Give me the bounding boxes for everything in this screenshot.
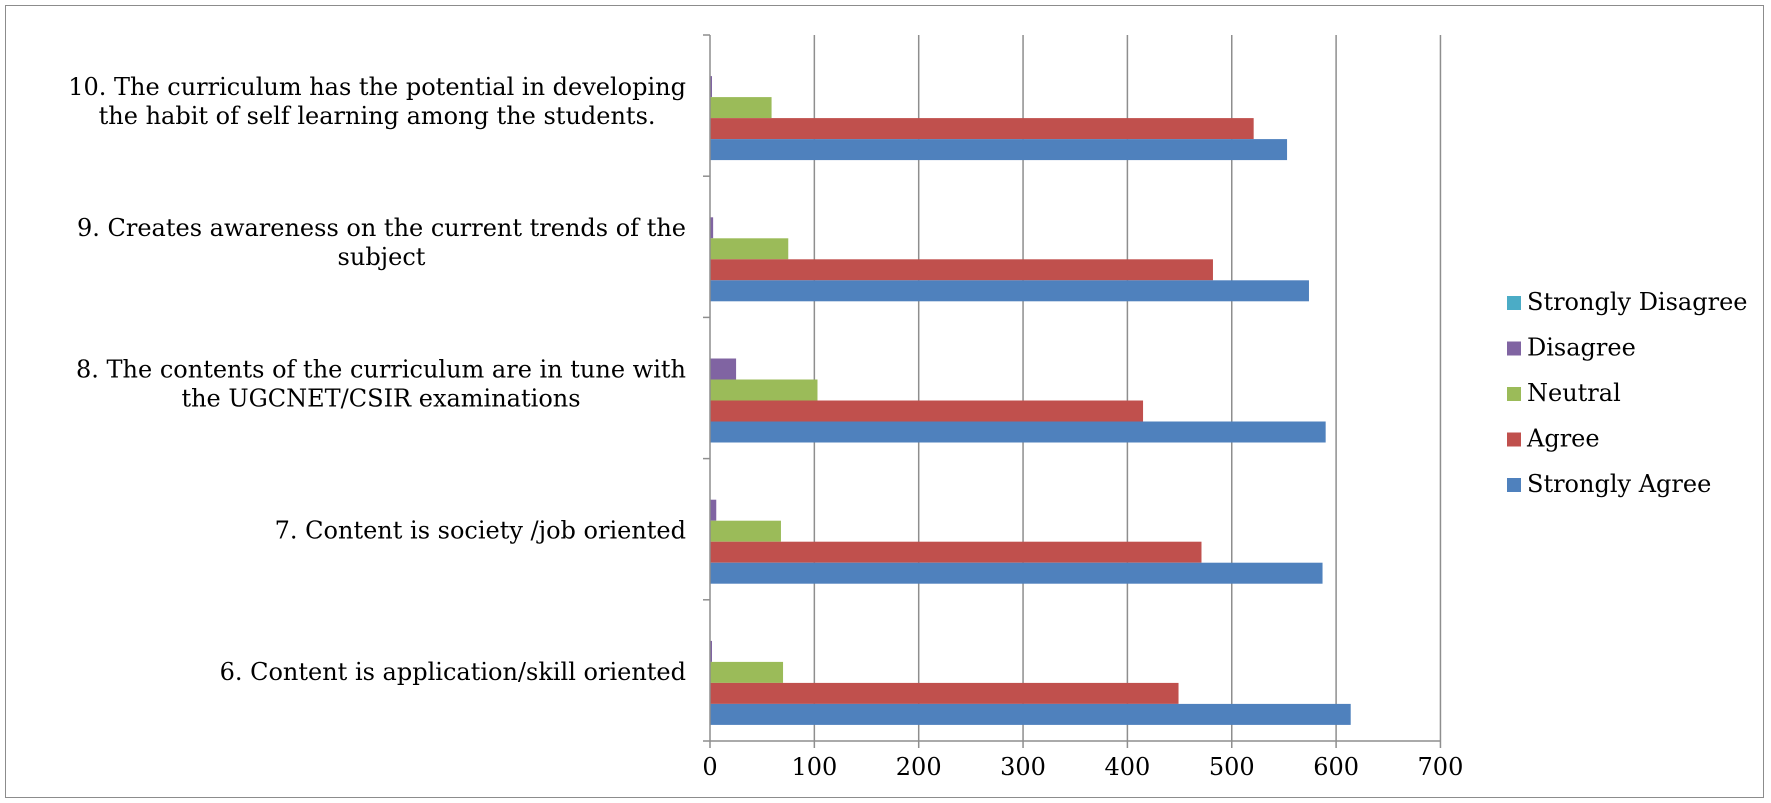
legend-label: Neutral	[1527, 379, 1621, 407]
x-tick-label: 600	[1313, 753, 1359, 781]
legend-label: Strongly Disagree	[1527, 288, 1747, 316]
legend-swatch	[1507, 296, 1521, 310]
bar-neutral	[710, 661, 784, 683]
bar-agree	[710, 118, 1254, 140]
x-tick-label: 200	[896, 753, 942, 781]
x-tick-label: 300	[1000, 753, 1046, 781]
bar-neutral	[710, 379, 818, 401]
bar-agree	[710, 400, 1144, 422]
bar-agree	[710, 541, 1202, 563]
legend-swatch	[1507, 432, 1521, 447]
category-label: the habit of self learning among the stu…	[99, 102, 656, 130]
category-label: 7. Content is society /job oriented	[275, 517, 686, 545]
category-label: 6. Content is application/skill oriented	[220, 658, 686, 686]
category-label: subject	[338, 243, 426, 271]
legend-label: Disagree	[1527, 334, 1636, 362]
bar-disagree	[710, 358, 737, 380]
x-tick-label: 700	[1418, 753, 1464, 781]
bar-strongly-agree	[710, 280, 1309, 302]
legend-label: Agree	[1526, 425, 1600, 453]
x-tick-label: 500	[1209, 753, 1255, 781]
bar-agree	[710, 259, 1213, 281]
legend-swatch	[1507, 341, 1521, 356]
category-label: 9. Creates awareness on the current tren…	[77, 214, 686, 242]
category-label: 8. The contents of the curriculum are in…	[76, 355, 686, 383]
legend-swatch	[1507, 387, 1521, 401]
bar-neutral	[710, 97, 772, 119]
bar-strongly-agree	[710, 421, 1326, 443]
bar-disagree	[710, 499, 717, 521]
bar-disagree	[710, 76, 712, 98]
category-label: 10. The curriculum has the potential in …	[68, 73, 686, 101]
bar-neutral	[710, 238, 789, 260]
bar-disagree	[710, 217, 714, 239]
bar-strongly-agree	[710, 703, 1351, 725]
bar-disagree	[710, 640, 712, 662]
x-tick-label: 0	[702, 753, 717, 781]
bar-agree	[710, 682, 1179, 704]
x-tick-label: 400	[1104, 753, 1150, 781]
category-label: the UGCNET/CSIR examinations	[181, 384, 580, 412]
x-tick-label: 100	[791, 753, 837, 781]
bar-neutral	[710, 520, 781, 542]
bar-strongly-agree	[710, 139, 1288, 161]
legend-swatch	[1507, 478, 1521, 492]
legend-label: Strongly Agree	[1527, 470, 1711, 498]
bar-strongly-agree	[710, 562, 1323, 584]
